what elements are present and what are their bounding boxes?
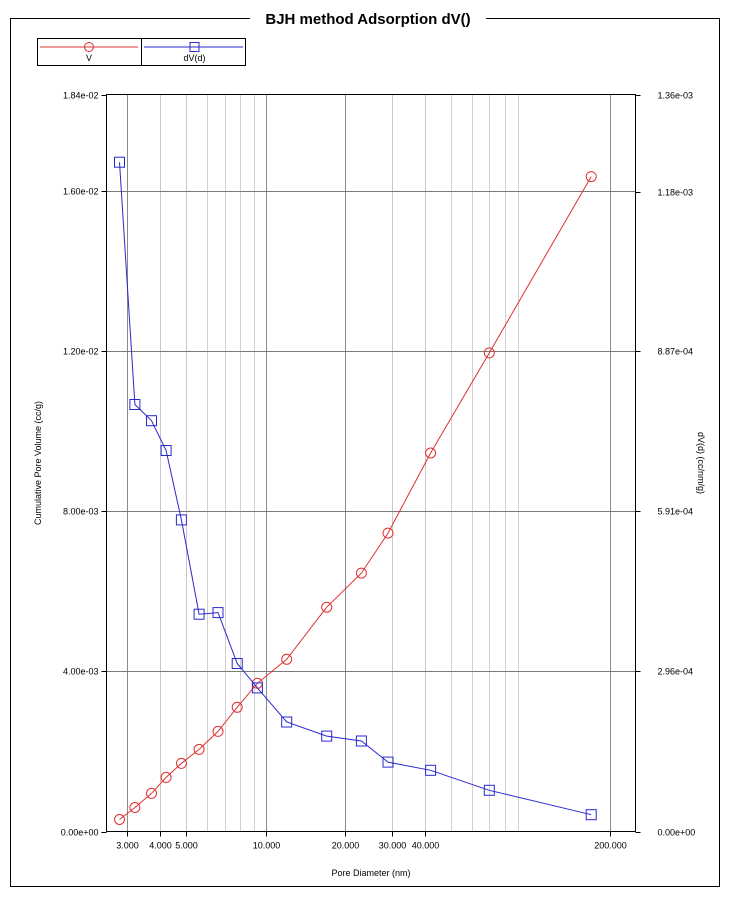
series-dvd-point [212, 607, 224, 619]
series-dvd-point [585, 809, 597, 821]
series-dvd-point [114, 156, 125, 168]
plot-area-border [106, 94, 636, 832]
series-dvd-point [175, 514, 187, 526]
y-right-tick-label: 5.91e-04 [658, 507, 694, 517]
y-left-tick-label: 4.00e-03 [63, 667, 99, 677]
chart-frame [10, 18, 720, 887]
series-v-point [382, 527, 394, 539]
legend-dvd-marker [189, 42, 200, 52]
x-axis-title: Pore Diameter (nm) [331, 868, 410, 878]
legend-v-marker [84, 42, 94, 52]
series-v-point [175, 757, 187, 769]
legend: V dV(d) [37, 38, 246, 66]
y-right-tick-label: 2.96e-04 [658, 667, 694, 677]
y-right-tick-label: 1.18e-03 [658, 188, 694, 198]
series-dvd-point [483, 784, 495, 796]
series-v-line [119, 176, 592, 820]
y-left-axis-title: Cumulative Pore Volume (cc/g) [33, 401, 43, 525]
series-dvd-point [129, 399, 141, 410]
y-left-tick-label: 1.20e-02 [63, 347, 99, 357]
plot-grid [106, 94, 636, 832]
x-axis-ticks: 3.000 4.000 5.000 10.000 20.000 30.000 40.000 2… [116, 831, 627, 851]
legend-v-label: V [86, 53, 92, 63]
series-dvd-line [119, 162, 592, 816]
y-right-tick-label: 0.00e+00 [658, 828, 696, 838]
chart-title-background [250, 8, 486, 28]
series-v-point [355, 567, 367, 579]
y-left-tick-label: 1.84e-02 [63, 91, 99, 101]
x-tick-label: 4.000 [149, 841, 172, 851]
series-v-point [281, 653, 293, 665]
series-v-point [114, 814, 125, 825]
legend-dvd-label: dV(d) [183, 53, 205, 63]
series-dvd-point [146, 415, 157, 427]
series-dvd-point [321, 730, 333, 742]
series-v-point [129, 802, 141, 813]
series-v-point [483, 347, 495, 359]
y-left-tick-label: 1.60e-02 [63, 187, 99, 197]
x-tick-label: 40.000 [412, 841, 440, 851]
series-v-point [231, 701, 243, 713]
series-dvd-point [382, 756, 394, 768]
chart-title: BJH method Adsorption dV() [265, 11, 470, 28]
x-tick-label: 5.000 [175, 841, 198, 851]
y-right-axis-title: dV(d) (cc/nm/g) [696, 432, 706, 494]
x-tick-label: 10.000 [253, 841, 281, 851]
x-tick-label: 3.000 [116, 841, 139, 851]
y-left-axis-ticks: 0.00e+00 4.00e-03 8.00e-03 1.20e-02 1.60e-02… [61, 91, 107, 838]
series-layer [114, 156, 597, 825]
series-dvd-point [160, 445, 172, 456]
x-tick-label: 200.000 [594, 841, 627, 851]
y-left-tick-label: 8.00e-03 [63, 507, 99, 517]
x-tick-label: 30.000 [379, 841, 407, 851]
series-dvd-point [231, 658, 243, 669]
series-v-point [425, 447, 437, 459]
y-right-axis-ticks: 0.00e+00 2.96e-04 5.91e-04 8.87e-04 1.18e-03… [635, 91, 696, 838]
series-v-point [146, 787, 157, 799]
series-v-point [585, 171, 597, 183]
series-dvd-point [281, 716, 293, 728]
y-left-tick-label: 0.00e+00 [61, 828, 99, 838]
series-dvd-point [251, 682, 263, 694]
series-dvd-point [193, 608, 205, 620]
x-tick-label: 20.000 [332, 841, 360, 851]
series-v-point [212, 725, 224, 737]
series-v-point [160, 771, 172, 783]
series-v-point [193, 743, 205, 755]
series-dvd-point [355, 735, 367, 747]
series-v-point [321, 601, 333, 613]
series-dvd-point [425, 764, 437, 776]
y-right-tick-label: 8.87e-04 [658, 347, 694, 357]
y-right-tick-label: 1.36e-03 [658, 91, 694, 101]
